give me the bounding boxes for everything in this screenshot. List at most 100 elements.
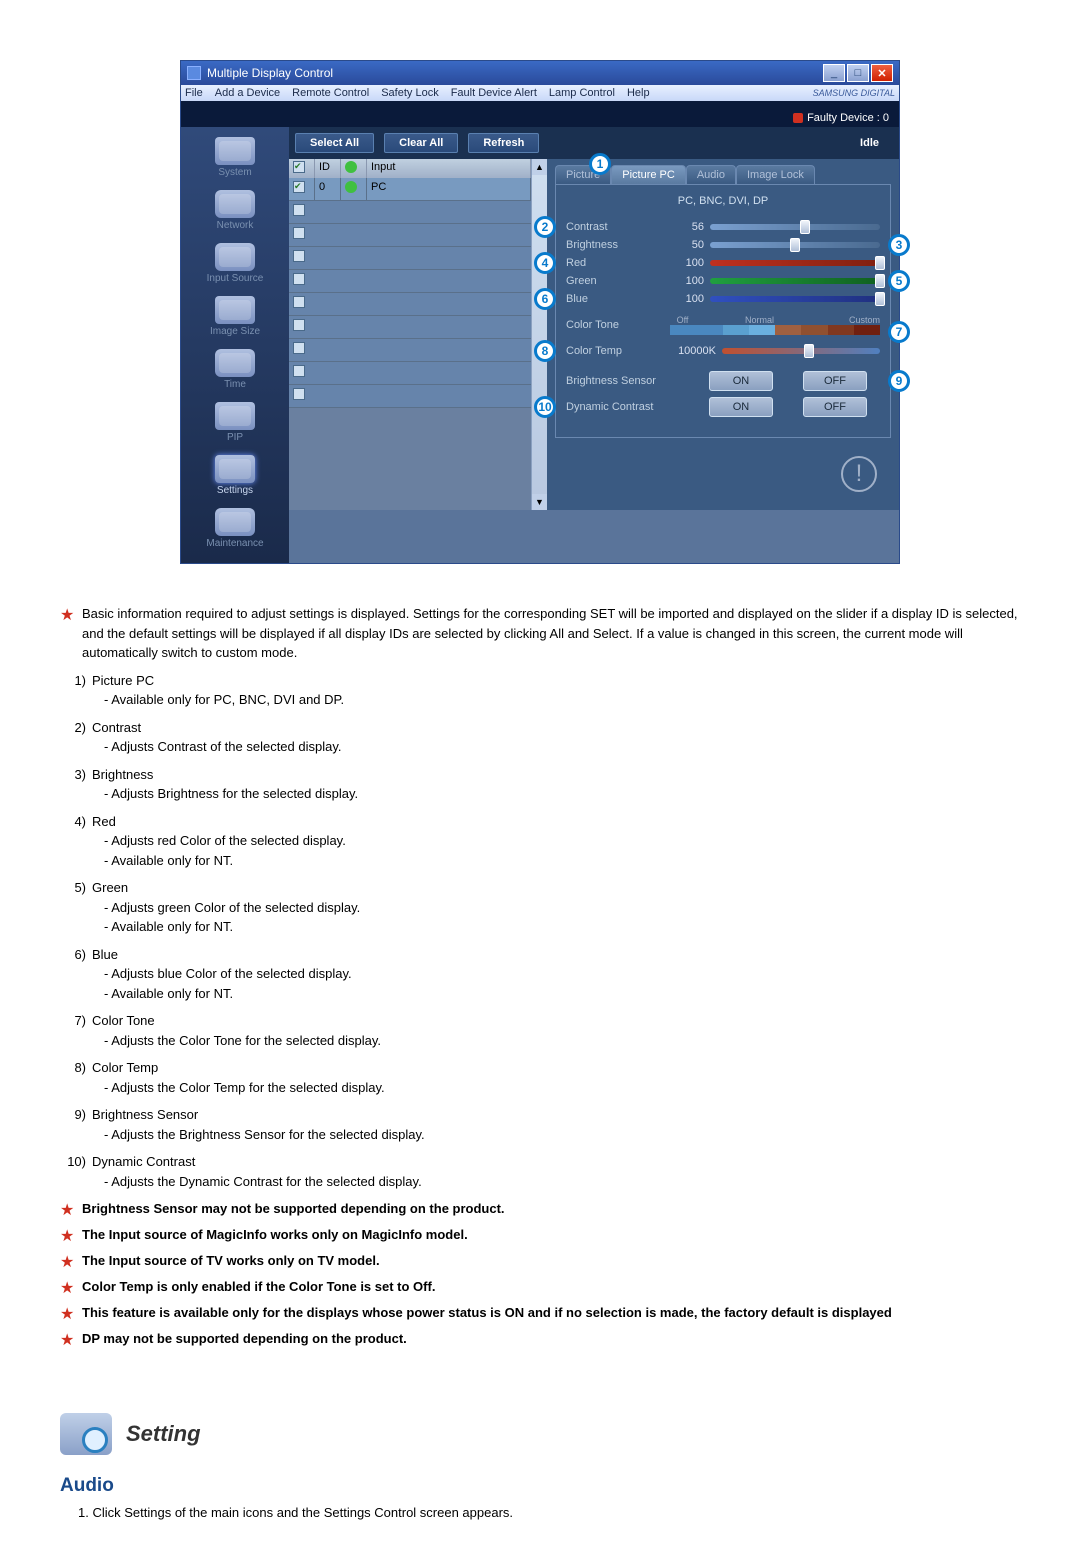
image-size-icon <box>215 296 255 324</box>
bsensor-label: Brightness Sensor <box>566 375 696 387</box>
table-row <box>289 362 531 385</box>
menu-file[interactable]: File <box>185 87 203 99</box>
n5-d2: - Available only for NT. <box>60 917 1020 937</box>
sidebar-system[interactable]: System <box>181 133 289 186</box>
menu-lamp[interactable]: Lamp Control <box>549 87 615 99</box>
table-row <box>289 293 531 316</box>
settings-icon <box>215 455 255 483</box>
n5-d1: - Adjusts green Color of the selected di… <box>60 898 1020 918</box>
menubar: File Add a Device Remote Control Safety … <box>181 85 899 101</box>
scrollbar[interactable]: ▲▼ <box>531 159 547 510</box>
blue-label: Blue <box>566 293 670 305</box>
table-row <box>289 224 531 247</box>
notes: ★Basic information required to adjust se… <box>60 604 1020 1353</box>
contrast-slider[interactable] <box>710 224 880 230</box>
bsensor-off-button[interactable]: OFF <box>803 371 867 391</box>
col-id[interactable]: ID <box>315 159 341 178</box>
tone-normal: Normal <box>745 315 774 325</box>
callout-1: 1 <box>589 153 611 175</box>
tab-picture-pc[interactable]: Picture PC <box>611 165 686 184</box>
brand-text: SAMSUNG DIGITAL <box>813 88 895 98</box>
col-check[interactable] <box>289 159 315 178</box>
callout-4: 4 <box>534 252 556 274</box>
callout-3: 3 <box>888 234 910 256</box>
menu-remote[interactable]: Remote Control <box>292 87 369 99</box>
table-row <box>289 201 531 224</box>
n7-d1: - Adjusts the Color Tone for the selecte… <box>60 1031 1020 1051</box>
info-icon: ! <box>841 456 877 492</box>
sidebar-input-source[interactable]: Input Source <box>181 239 289 292</box>
system-icon <box>215 137 255 165</box>
tone-off: Off <box>670 315 695 325</box>
contrast-value: 56 <box>670 221 710 233</box>
sidebar-time[interactable]: Time <box>181 345 289 398</box>
table-row[interactable]: 0 PC <box>289 178 531 201</box>
note-b5: This feature is available only for the d… <box>82 1303 892 1327</box>
close-button[interactable]: ✕ <box>871 64 893 82</box>
n8-title: Color Temp <box>92 1058 158 1078</box>
tone-custom: Custom <box>849 315 880 325</box>
settings-panel: 1 Picture Picture PC Audio Image Lock PC… <box>547 159 899 510</box>
brightness-slider[interactable] <box>710 242 880 248</box>
select-all-button[interactable]: Select All <box>295 133 374 153</box>
brightness-label: Brightness <box>566 239 670 251</box>
sidebar-maintenance[interactable]: Maintenance <box>181 504 289 557</box>
setting-section-icon <box>60 1413 112 1455</box>
color-tone-slider[interactable] <box>670 325 880 335</box>
contrast-label: Contrast <box>566 221 670 233</box>
sidebar-network[interactable]: Network <box>181 186 289 239</box>
green-slider[interactable] <box>710 278 880 284</box>
blue-slider[interactable] <box>710 296 880 302</box>
col-status[interactable] <box>341 159 367 178</box>
n7-title: Color Tone <box>92 1011 155 1031</box>
network-icon <box>215 190 255 218</box>
clear-all-button[interactable]: Clear All <box>384 133 458 153</box>
window-title: Multiple Display Control <box>207 66 333 80</box>
device-grid: ID Input 0 PC <box>289 159 531 510</box>
star-icon: ★ <box>60 604 82 663</box>
row-check[interactable] <box>293 181 305 193</box>
sidebar-image-size[interactable]: Image Size <box>181 292 289 345</box>
n4-d2: - Available only for NT. <box>60 851 1020 871</box>
green-value: 100 <box>670 275 710 287</box>
blue-value: 100 <box>670 293 710 305</box>
n6-d2: - Available only for NT. <box>60 984 1020 1004</box>
sidebar-settings[interactable]: Settings <box>181 451 289 504</box>
red-value: 100 <box>670 257 710 269</box>
star-icon: ★ <box>60 1251 82 1275</box>
refresh-button[interactable]: Refresh <box>468 133 539 153</box>
setting-section-title: Setting <box>126 1421 201 1447</box>
dcontrast-on-button[interactable]: ON <box>709 397 773 417</box>
bsensor-on-button[interactable]: ON <box>709 371 773 391</box>
n6-d1: - Adjusts blue Color of the selected dis… <box>60 964 1020 984</box>
color-temp-slider[interactable] <box>722 348 880 354</box>
status-text: Idle <box>860 137 893 149</box>
faulty-label: Faulty Device : 0 <box>807 112 889 124</box>
n3-d1: - Adjusts Brightness for the selected di… <box>60 784 1020 804</box>
dcontrast-off-button[interactable]: OFF <box>803 397 867 417</box>
color-temp-label: Color Temp <box>566 345 670 357</box>
menu-fault[interactable]: Fault Device Alert <box>451 87 537 99</box>
tab-audio[interactable]: Audio <box>686 165 736 184</box>
table-row <box>289 339 531 362</box>
maximize-button[interactable]: □ <box>847 64 869 82</box>
red-slider[interactable] <box>710 260 880 266</box>
n1-d1: - Available only for PC, BNC, DVI and DP… <box>60 690 1020 710</box>
note-b4: Color Temp is only enabled if the Color … <box>82 1277 435 1301</box>
sidebar-pip[interactable]: PIP <box>181 398 289 451</box>
menu-add[interactable]: Add a Device <box>215 87 280 99</box>
green-label: Green <box>566 275 670 287</box>
menu-safety[interactable]: Safety Lock <box>381 87 438 99</box>
row-input: PC <box>367 178 531 200</box>
color-tone-label: Color Tone <box>566 319 670 331</box>
input-source-icon <box>215 243 255 271</box>
app-icon <box>187 66 201 80</box>
col-input[interactable]: Input <box>367 159 531 178</box>
minimize-button[interactable]: _ <box>823 64 845 82</box>
table-row <box>289 385 531 408</box>
tab-image-lock[interactable]: Image Lock <box>736 165 815 184</box>
row-id: 0 <box>315 178 341 200</box>
audio-step-1: 1. Click Settings of the main icons and … <box>60 1505 1020 1520</box>
n1-title: Picture PC <box>92 671 154 691</box>
menu-help[interactable]: Help <box>627 87 650 99</box>
